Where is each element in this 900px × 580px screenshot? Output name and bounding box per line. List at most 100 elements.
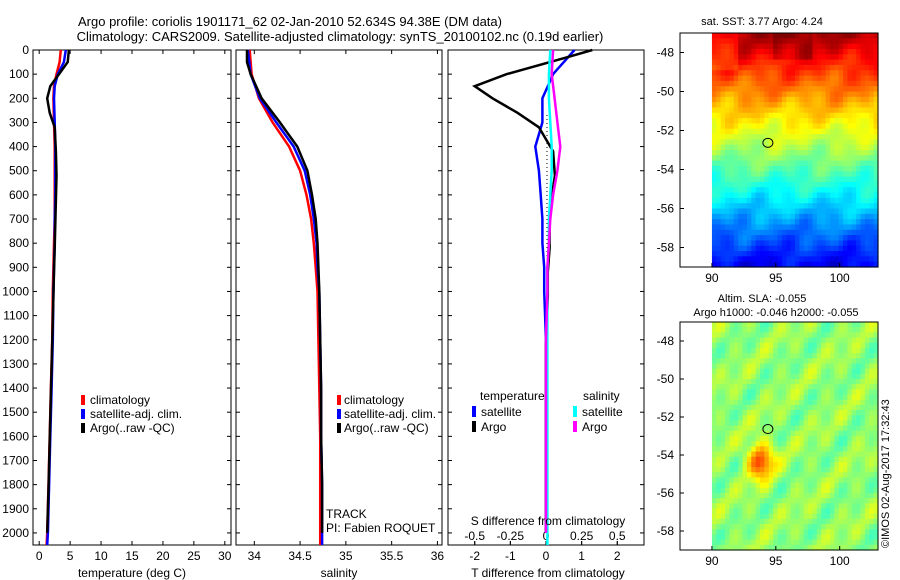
heatmap-cell bbox=[873, 379, 879, 385]
heatmap-cell bbox=[834, 165, 840, 172]
heatmap-cell bbox=[825, 48, 831, 55]
heatmap-cell bbox=[764, 118, 770, 125]
heatmap-cell bbox=[716, 384, 722, 390]
heatmap-cell bbox=[869, 38, 875, 45]
heatmap-cell bbox=[803, 165, 809, 172]
heatmap-cell bbox=[825, 436, 831, 442]
heatmap-cell bbox=[860, 353, 866, 359]
heatmap-cell bbox=[847, 165, 853, 172]
heatmap-cell bbox=[729, 86, 735, 93]
heatmap-cell bbox=[733, 155, 739, 162]
heatmap-cell bbox=[746, 160, 752, 167]
heatmap-cell bbox=[847, 134, 853, 140]
heatmap-cell bbox=[790, 75, 796, 82]
heatmap-cell bbox=[856, 91, 862, 98]
heatmap-cell bbox=[711, 487, 717, 494]
heatmap-cell bbox=[803, 224, 809, 231]
heatmap-cell bbox=[838, 524, 844, 530]
heatmap-cell bbox=[799, 353, 805, 359]
heatmap-cell bbox=[751, 498, 757, 504]
heatmap-cell bbox=[856, 208, 862, 215]
heatmap-cell bbox=[764, 75, 770, 82]
heatmap-cell bbox=[803, 197, 809, 204]
heatmap-cell bbox=[768, 410, 774, 416]
heatmap-cell bbox=[725, 493, 731, 499]
heatmap-cell bbox=[794, 187, 800, 194]
heatmap-cell bbox=[760, 96, 765, 103]
heatmap-cell bbox=[777, 394, 783, 401]
heatmap-cell bbox=[729, 518, 735, 525]
heatmap-cell bbox=[847, 128, 853, 135]
heatmap-cell bbox=[834, 384, 840, 390]
heatmap-cell bbox=[725, 192, 731, 199]
heatmap-cell bbox=[777, 203, 783, 210]
heatmap-cell bbox=[808, 176, 814, 183]
heatmap-cell bbox=[738, 91, 744, 98]
heatmap-cell bbox=[733, 171, 739, 178]
heatmap-cell bbox=[746, 107, 752, 114]
heatmap-cell bbox=[847, 430, 853, 437]
heatmap-cell bbox=[829, 91, 835, 98]
heatmap-cell bbox=[746, 118, 752, 125]
heatmap-cell bbox=[768, 399, 774, 406]
heatmap-cell bbox=[851, 430, 857, 437]
heatmap-cell bbox=[755, 251, 761, 257]
heatmap-cell bbox=[808, 139, 814, 146]
heatmap-cell bbox=[856, 86, 862, 93]
heatmap-cell bbox=[733, 461, 739, 468]
heatmap-cell bbox=[786, 38, 792, 45]
heatmap-cell bbox=[716, 48, 722, 55]
heatmap-cell bbox=[851, 518, 857, 525]
heatmap-cell bbox=[829, 472, 835, 479]
heatmap-cell bbox=[808, 472, 814, 479]
heatmap-cell bbox=[856, 436, 862, 442]
heatmap-cell bbox=[729, 498, 735, 504]
heatmap-cell bbox=[838, 363, 844, 370]
heatmap-cell bbox=[755, 208, 761, 215]
x-tick-label: 15 bbox=[125, 549, 139, 563]
heatmap-cell bbox=[711, 518, 717, 525]
heatmap-cell bbox=[738, 102, 744, 109]
heatmap-cell bbox=[716, 477, 722, 484]
heatmap-cell bbox=[799, 107, 805, 114]
heatmap-cell bbox=[799, 203, 805, 210]
heatmap-cell bbox=[711, 498, 717, 504]
heatmap-cell bbox=[829, 456, 835, 463]
heatmap-cell bbox=[760, 467, 765, 473]
legend-swatch-t-argo bbox=[472, 421, 476, 432]
heatmap-cell bbox=[751, 165, 757, 172]
heatmap-cell bbox=[838, 508, 844, 515]
heatmap-cell bbox=[825, 102, 831, 109]
heatmap-cell bbox=[803, 524, 809, 530]
heatmap-cell bbox=[873, 498, 879, 504]
heatmap-cell bbox=[843, 513, 849, 520]
heatmap-cell bbox=[873, 425, 879, 432]
heatmap-cell bbox=[851, 503, 857, 510]
heatmap-cell bbox=[764, 347, 770, 354]
heatmap-cell bbox=[738, 208, 744, 215]
heatmap-cell bbox=[851, 327, 857, 333]
heatmap-cell bbox=[812, 544, 818, 551]
heatmap-cell bbox=[720, 363, 726, 370]
heatmap-cell bbox=[812, 245, 818, 252]
heatmap-cell bbox=[869, 192, 875, 199]
heatmap-cell bbox=[729, 461, 735, 468]
heatmap-cell bbox=[856, 192, 862, 199]
heatmap-cell bbox=[856, 384, 862, 390]
heatmap-cell bbox=[821, 461, 827, 468]
heatmap-cell bbox=[720, 160, 726, 167]
heatmap-cell bbox=[742, 43, 748, 50]
heatmap-cell bbox=[799, 420, 805, 427]
heatmap-cell bbox=[794, 107, 800, 114]
heatmap-cell bbox=[869, 436, 875, 442]
heatmap-cell bbox=[790, 456, 796, 463]
heatmap-cell bbox=[834, 38, 840, 45]
heatmap-cell bbox=[760, 80, 765, 87]
heatmap-cell bbox=[821, 498, 827, 504]
heatmap-cell bbox=[711, 524, 717, 530]
heatmap-cell bbox=[781, 353, 787, 359]
salinity-x-axis: 34 34.5 35 35.5 36 bbox=[248, 50, 444, 563]
heatmap-cell bbox=[856, 203, 862, 210]
heatmap-cell bbox=[716, 261, 722, 268]
heatmap-cell bbox=[746, 436, 752, 442]
